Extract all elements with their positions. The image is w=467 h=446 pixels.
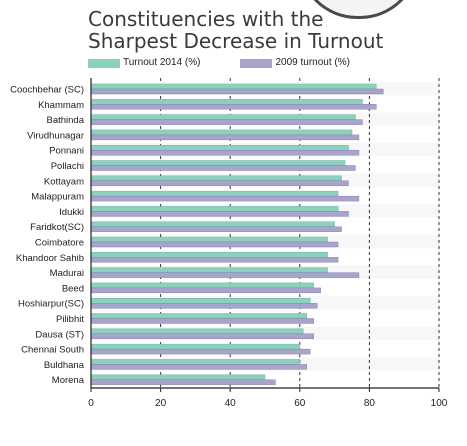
category-label: Coimbatore <box>35 238 84 249</box>
bar-2014 <box>90 236 328 243</box>
bar-2014 <box>90 175 342 182</box>
category-label: Ponnani <box>49 146 84 157</box>
x-tick-label: 20 <box>155 398 167 409</box>
category-label: Coochbehar (SC) <box>10 85 84 96</box>
bar-2009 <box>90 379 276 385</box>
bar-2009 <box>90 88 384 95</box>
legend-item-2014: Turnout 2014 (%) <box>88 57 200 69</box>
bar-2009 <box>90 165 356 171</box>
bar-2014 <box>90 298 311 304</box>
legend-item-2009: 2009 turnout (%) <box>240 57 350 69</box>
bar-2014 <box>90 343 301 350</box>
category-label: Idukki <box>59 207 84 218</box>
category-label: Faridkot(SC) <box>30 222 84 233</box>
category-label: Bathinda <box>46 115 84 126</box>
bar-2009 <box>90 134 360 141</box>
category-label: Pollachi <box>51 161 84 172</box>
bar-2009 <box>90 104 377 110</box>
bar-2014 <box>90 114 356 120</box>
bar-2009 <box>90 149 360 156</box>
category-label: Malappuram <box>31 192 84 203</box>
bar-2014 <box>90 282 314 289</box>
bar-2009 <box>90 272 360 278</box>
bar-2009 <box>90 287 321 294</box>
bar-2009 <box>90 180 349 187</box>
bar-2009 <box>90 211 349 217</box>
category-label: Chennai South <box>21 345 84 356</box>
bar-2009 <box>90 119 363 125</box>
bar-2014 <box>90 160 346 166</box>
x-tick-label: 100 <box>431 398 448 409</box>
legend-label-2014: Turnout 2014 (%) <box>123 57 201 68</box>
bar-2009 <box>90 318 314 324</box>
bar-2014 <box>90 252 328 258</box>
legend-swatch-2009 <box>240 58 273 68</box>
category-label: Virudhunagar <box>27 130 84 141</box>
title-line-1: Constituencies with the <box>88 7 324 31</box>
bar-2009 <box>90 348 311 355</box>
category-label: Kottayam <box>44 176 84 187</box>
bar-2009 <box>90 333 314 339</box>
x-tick-label: 40 <box>225 398 237 409</box>
bar-2009 <box>90 364 307 370</box>
bar-2014 <box>90 129 353 136</box>
bar-2014 <box>90 83 377 90</box>
bar-2009 <box>90 195 360 202</box>
category-label: Dausa (ST) <box>35 329 84 340</box>
category-label: Pilibhit <box>56 314 84 325</box>
bar-2014 <box>90 190 339 197</box>
category-label: Morena <box>52 375 85 386</box>
bar-2009 <box>90 303 318 309</box>
category-label: Madurai <box>50 268 84 279</box>
bar-2014 <box>90 99 363 105</box>
bar-2014 <box>90 359 301 365</box>
bar-2014 <box>90 206 339 212</box>
legend: Turnout 2014 (%) 2009 turnout (%) <box>88 57 350 69</box>
category-label: Buldhana <box>44 360 85 371</box>
legend-swatch-2014 <box>88 58 120 68</box>
category-label: Khandoor Sahib <box>16 253 84 264</box>
bar-2014 <box>90 313 307 319</box>
category-label: Khammam <box>38 100 84 111</box>
x-tick-label: 80 <box>364 398 376 409</box>
bar-2014 <box>90 374 266 380</box>
bar-2009 <box>90 226 342 232</box>
category-label: Hoshiarpur(SC) <box>18 299 84 310</box>
bar-2009 <box>90 241 339 248</box>
title-line-2: Sharpest Decrease in Turnout <box>88 29 384 53</box>
bar-2014 <box>90 267 328 273</box>
bar-2009 <box>90 257 339 263</box>
bar-2014 <box>90 221 335 227</box>
legend-label-2009: 2009 turnout (%) <box>275 57 350 68</box>
category-label: Beed <box>62 283 84 294</box>
chart-title: Constituencies with the Sharpest Decreas… <box>88 8 383 52</box>
x-tick-label: 0 <box>88 398 94 409</box>
x-tick-label: 60 <box>294 398 306 409</box>
bar-2014 <box>90 144 349 151</box>
bar-2014 <box>90 328 304 334</box>
